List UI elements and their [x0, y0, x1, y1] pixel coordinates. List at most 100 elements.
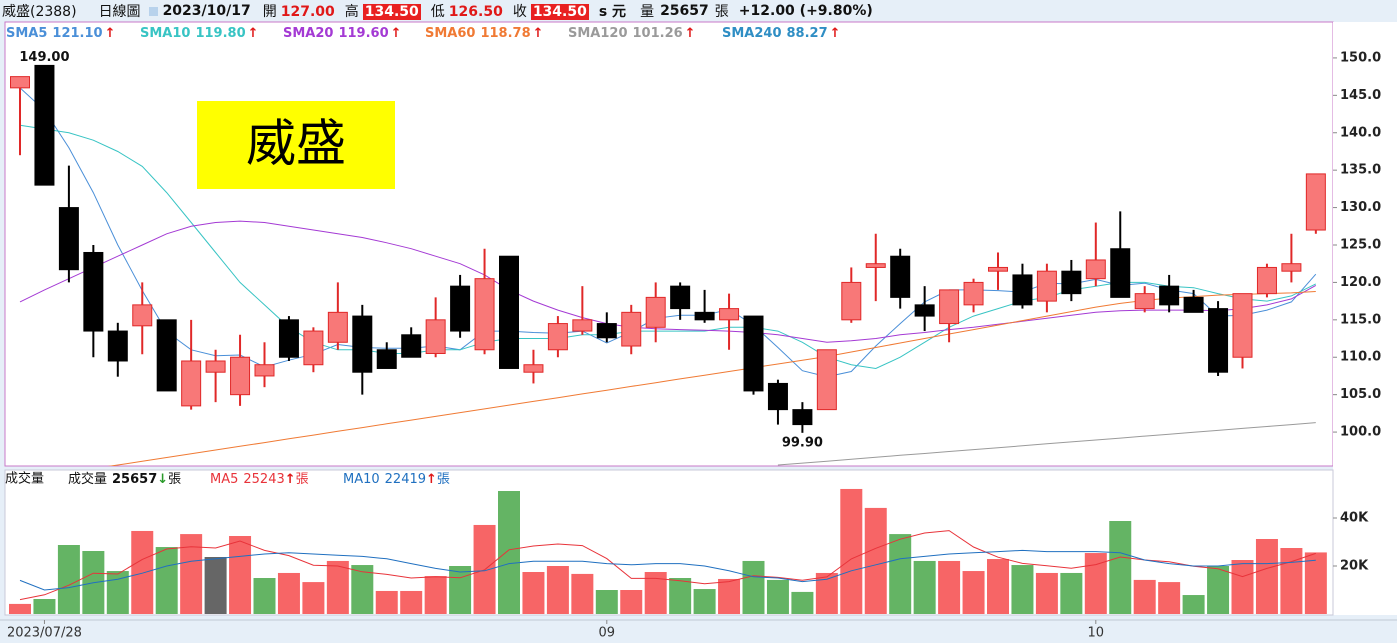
candle-body: [988, 266, 1008, 272]
candle-body: [1281, 263, 1302, 272]
volume-bar: [1035, 572, 1058, 614]
candle-body: [621, 311, 642, 347]
volume-lines: [19, 530, 1316, 601]
candle-body: [939, 289, 960, 325]
legend-name: SMA240: [722, 26, 782, 41]
volume-bar: [375, 590, 398, 614]
candle-body: [450, 285, 471, 332]
field-value: 134.50: [530, 4, 589, 20]
candle-body: [254, 364, 275, 377]
ma-line: [19, 530, 1316, 601]
candle-body: [205, 360, 226, 373]
volume-bar: [546, 566, 569, 614]
volume-label: 量: [640, 4, 655, 20]
ma-line: [19, 549, 1316, 591]
legend-name: SMA10: [140, 26, 190, 41]
volume-bar: [498, 491, 520, 614]
date-axis: [0, 620, 1397, 643]
legend-name: SMA5: [6, 26, 47, 41]
field-label: 高: [344, 4, 359, 20]
field-value: 134.50: [362, 4, 421, 20]
legend-name: SMA60: [425, 26, 475, 41]
volume-bar: [1109, 521, 1132, 614]
volume-bar: [815, 572, 838, 614]
volume-bar: [180, 534, 203, 614]
legend-unit: 張: [296, 472, 309, 487]
legend-name: MA5: [210, 472, 238, 487]
ma-line: [19, 220, 1317, 343]
candle-body: [719, 308, 740, 321]
legend-entry: SMA120 101.26 ↑: [568, 26, 696, 41]
volume-bar: [840, 488, 863, 614]
legend-name: 成交量: [68, 471, 107, 487]
legend-arrow: ↑: [105, 26, 116, 41]
candle-body: [645, 296, 666, 328]
legend-entry: SMA60 118.78 ↑: [425, 26, 544, 41]
volume-bar: [424, 576, 447, 614]
price-lines: [19, 87, 1317, 466]
x-tick-label: 2023/07/28: [7, 626, 82, 641]
legend-value: 25657: [112, 472, 157, 487]
legend-arrow: ↓: [157, 472, 168, 487]
ma-line: [107, 291, 1316, 466]
volume-bar: [204, 557, 227, 614]
legend-arrow: ↑: [830, 26, 841, 41]
legend-arrow: ↑: [685, 26, 696, 41]
volume-bar: [33, 599, 56, 614]
volume-bar: [9, 603, 31, 614]
y-tick-label: 115.0: [1340, 312, 1381, 327]
candle-body: [107, 330, 128, 362]
y-tick-label: 125.0: [1340, 237, 1381, 252]
stock-label-box: [197, 101, 395, 189]
legend-name: SMA120: [568, 26, 628, 41]
candle-body: [1256, 266, 1277, 295]
legend-value: 119.60: [338, 26, 388, 41]
y-tick-label: 135.0: [1340, 163, 1381, 178]
candle-body: [376, 349, 397, 369]
candle-body: [865, 263, 886, 268]
candle-body: [10, 76, 30, 89]
candle-body: [58, 207, 79, 271]
candle-body: [816, 349, 837, 411]
candle-body: [547, 323, 568, 351]
legend-value: 118.78: [480, 26, 530, 41]
max-label: 149.00: [19, 50, 69, 65]
volume-bar: [571, 573, 594, 614]
volume-bar: [595, 590, 618, 614]
fields: 開 127.00 高 134.50 低 126.50 收 134.50: [263, 1, 599, 21]
stock-label: 威盛: [246, 115, 346, 173]
candle-body: [230, 356, 251, 396]
y-tick-label: 100.0: [1340, 425, 1381, 440]
volume-bar: [987, 559, 1009, 614]
legend-value: 88.27: [787, 26, 828, 41]
candle-body: [670, 285, 691, 310]
candle-body: [327, 311, 348, 343]
volume-bar: [1084, 553, 1107, 614]
field-label: 收: [512, 4, 527, 20]
candle-body: [499, 255, 519, 369]
volume-bar: [1060, 572, 1083, 614]
volume-bar: [1255, 539, 1278, 614]
legend-value: 25243: [243, 472, 284, 487]
volume-bar: [620, 590, 643, 614]
volume-bar: [766, 579, 789, 614]
volume-bar: [1280, 548, 1303, 614]
volume-bar: [1304, 552, 1327, 614]
candle-body: [890, 255, 911, 298]
volume-bar: [742, 560, 765, 614]
legend-name: MA10: [343, 472, 380, 487]
volume-bar: [718, 578, 741, 614]
x-tick-label: 10: [1088, 626, 1105, 641]
candle-body: [1110, 248, 1131, 298]
volume-bar: [889, 534, 912, 614]
legend-unit: 張: [168, 472, 181, 487]
header: 威盛(2388) 日線圖 2023/10/17 開 127.00 高 134.50 低 1…: [0, 0, 1397, 22]
volume-bar: [131, 530, 154, 614]
date: 2023/10/17: [162, 3, 251, 19]
legend-entry: 成交量 25657↓張: [68, 471, 181, 487]
candle-body: [1012, 274, 1033, 306]
change: +12.00 (+9.80%): [738, 3, 873, 19]
legend-entry: SMA10 119.80 ↑: [140, 26, 259, 41]
